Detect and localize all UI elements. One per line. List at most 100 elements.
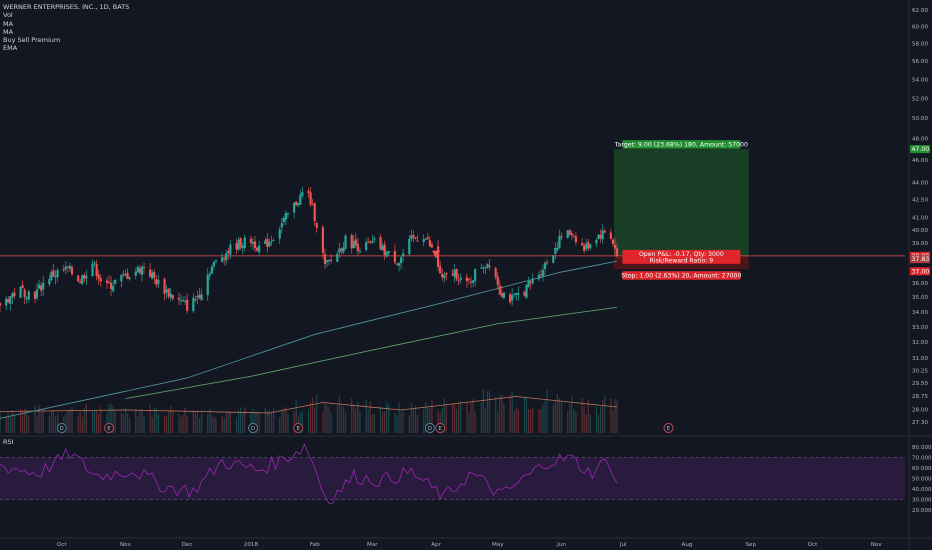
stop-label-text: Stop: 1.00 (2.63%) 20, Amount: 27000 — [621, 273, 741, 280]
volume-bar — [322, 411, 324, 433]
candle-body — [543, 262, 547, 270]
volume-bar — [513, 410, 515, 433]
candle-body — [338, 248, 341, 253]
price-tick-label: 28.00 — [912, 407, 928, 413]
candle-body — [48, 279, 51, 285]
volume-bar — [122, 414, 125, 433]
volume-bar — [610, 398, 612, 433]
volume-bar — [270, 412, 273, 433]
legend-indicator-ma-1[interactable]: MA — [3, 19, 14, 28]
time-axis-label: Mar — [367, 542, 378, 548]
price-tick-label: 58.00 — [912, 41, 928, 47]
legend-indicator-ma-2[interactable]: MA — [3, 27, 14, 36]
volume-bar — [474, 411, 476, 433]
event-badge-d: D — [248, 423, 258, 433]
rsi-tick-label: 60.0000 — [912, 466, 932, 472]
volume-bar — [13, 414, 15, 433]
chart-legend: WERNER ENTERPRISES, INC., 1D, BATS Vol M… — [3, 3, 129, 53]
candle-body — [5, 298, 8, 306]
volume-bar — [353, 404, 355, 433]
candle-body — [568, 230, 571, 235]
candle-body — [225, 252, 228, 261]
volume-bar — [511, 391, 513, 433]
volume-bar — [38, 404, 40, 433]
volume-bar — [330, 412, 332, 433]
candle-body — [486, 263, 489, 268]
volume-bar — [281, 411, 283, 433]
volume-bar — [369, 401, 371, 433]
volume-bar — [157, 414, 159, 433]
candle-body — [457, 280, 460, 282]
volume-bar — [293, 411, 295, 433]
target-label: Target: 9.00 (23.68%) 180, Amount: 57000 — [614, 140, 748, 149]
volume-bar — [583, 405, 585, 433]
volume-bar — [412, 408, 415, 433]
volume-bar — [309, 402, 312, 433]
volume-bar — [458, 401, 460, 433]
candle-body — [451, 273, 454, 275]
candle-body — [93, 262, 96, 264]
candle-body — [554, 248, 557, 254]
volume-bar — [200, 412, 203, 433]
candle-body — [496, 276, 499, 285]
volume-bar — [209, 408, 211, 433]
volume-bar — [207, 413, 209, 433]
candle-body — [214, 260, 218, 262]
price-tick-label: 32.00 — [912, 340, 928, 346]
candle-body — [177, 297, 181, 300]
volume-bar — [595, 406, 598, 433]
stop-price-badge: 37.00 — [910, 267, 930, 276]
volume-bar — [163, 415, 166, 433]
stop-label-bg — [622, 271, 741, 280]
volume-bar — [272, 407, 275, 433]
volume-bar — [34, 404, 36, 433]
candle-body — [21, 285, 24, 289]
candle-body — [81, 275, 84, 285]
last-price-badge: 37.83 — [910, 255, 930, 264]
legend-indicator-ema[interactable]: EMA — [3, 44, 18, 53]
volume-bar — [299, 412, 301, 433]
volume-bar — [186, 415, 188, 433]
legend-indicator-buy-sell-premium[interactable]: Buy Sell Premium — [3, 36, 61, 45]
candle-body — [237, 239, 240, 250]
volume-bar — [295, 399, 297, 433]
volume-bar — [28, 415, 30, 433]
volume-bar — [589, 414, 591, 433]
event-badge-circle — [435, 423, 446, 433]
volume-bar — [184, 407, 186, 433]
volume-bar — [542, 404, 544, 433]
candle-body — [70, 267, 74, 275]
candle-body — [186, 299, 189, 311]
candle-body — [171, 295, 174, 299]
candle-body — [153, 271, 156, 278]
volume-bar — [328, 406, 330, 433]
candle-body — [539, 274, 543, 276]
candle-body — [40, 285, 43, 291]
volume-bar — [79, 411, 81, 433]
symbol-title: WERNER ENTERPRISES, INC., 1D, BATS — [3, 3, 130, 11]
volume-bar — [149, 404, 151, 433]
volume-bar — [357, 401, 359, 433]
price-tick-label: 31.00 — [912, 356, 928, 362]
volume-bar — [194, 412, 196, 433]
candle-body — [603, 230, 606, 233]
rsi-line — [0, 443, 618, 505]
candle-body — [107, 281, 111, 284]
legend-indicator-vol[interactable]: Vol — [3, 11, 13, 20]
candle-body — [597, 234, 600, 239]
volume-bar — [571, 395, 573, 433]
volume-bar — [213, 417, 215, 433]
candle-body — [181, 300, 185, 302]
time-axis-label: Nov — [871, 542, 883, 548]
candle-body — [428, 239, 431, 247]
candle-body — [192, 297, 195, 312]
volume-bar — [501, 394, 503, 433]
candle-body — [465, 277, 468, 282]
volume-bar — [256, 411, 258, 433]
candle-body — [13, 292, 16, 297]
candle-body — [410, 235, 413, 240]
volume-bar — [371, 414, 373, 433]
time-axis-label: Aug — [682, 542, 693, 548]
candle-body — [124, 274, 127, 276]
